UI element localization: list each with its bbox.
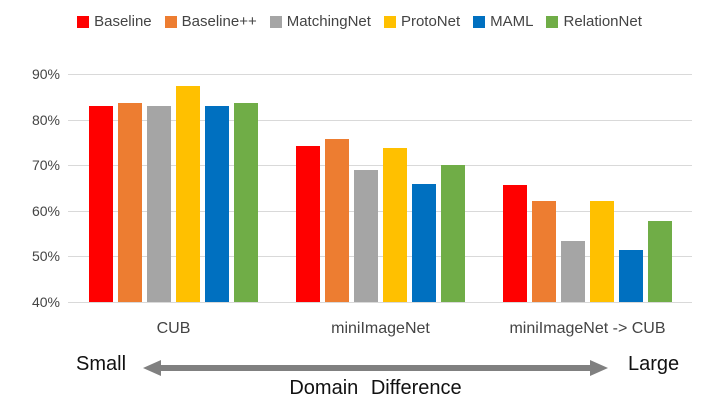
- arrow-shaft: [158, 365, 593, 371]
- bar-baseline: [296, 145, 320, 302]
- bar-group-2: [296, 74, 465, 302]
- large-annotation-label: Large: [628, 353, 680, 375]
- legend-swatch-icon: [383, 15, 396, 28]
- legend-label: MatchingNet: [286, 13, 371, 30]
- arrow-right-head-icon: [590, 360, 608, 376]
- bar-baselinepp: [118, 103, 142, 302]
- bar-protonet: [176, 85, 200, 302]
- legend-swatch-icon: [546, 15, 559, 28]
- bar-matchingnet: [561, 241, 585, 302]
- legend-item-baselinepp: Baseline++: [164, 13, 257, 30]
- gridline: [68, 119, 692, 121]
- small-annotation-label: Small: [76, 353, 127, 375]
- y-axis-tick-label: 50%: [31, 248, 60, 265]
- gridline: [68, 256, 692, 258]
- gridline: [68, 210, 692, 212]
- legend-label: ProtoNet: [400, 13, 461, 30]
- bar-maml: [412, 183, 436, 302]
- legend-label: MAML: [490, 13, 534, 30]
- legend-label: Baseline: [94, 13, 152, 30]
- legend-swatch-icon: [473, 15, 486, 28]
- bar-maml: [205, 106, 229, 302]
- bar-protonet: [590, 201, 614, 302]
- legend-swatch-icon: [269, 15, 282, 28]
- legend-label: RelationNet: [563, 13, 642, 30]
- legend-item-maml: MAML: [473, 13, 533, 30]
- chart-legend: Baseline Baseline++ MatchingNet ProtoNet MAM…: [0, 13, 719, 30]
- legend-item-relationnet: RelationNet: [546, 13, 642, 30]
- x-axis-category-label: miniImageNet: [331, 320, 430, 337]
- y-axis-tick-label: 70%: [31, 157, 60, 174]
- arrow-left-head-icon: [143, 360, 161, 376]
- bar-group-3: [503, 74, 672, 302]
- bar-protonet: [383, 148, 407, 302]
- legend-swatch-icon: [164, 15, 177, 28]
- y-axis-tick-label: 60%: [31, 202, 60, 219]
- y-axis-tick-label: 80%: [31, 111, 60, 128]
- y-axis-tick-labels: 90% 80% 70% 60% 50% 40%: [16, 66, 60, 310]
- bar-relationnet: [648, 221, 672, 302]
- x-axis-category-label: CUB: [156, 320, 191, 337]
- gridline: [68, 302, 692, 303]
- bar-relationnet: [234, 102, 258, 302]
- bar-baselinepp: [532, 201, 556, 302]
- gridline: [68, 165, 692, 167]
- y-axis-tick-label: 90%: [31, 66, 60, 82]
- plot-area: [68, 74, 692, 303]
- legend-item-protonet: ProtoNet: [383, 13, 461, 30]
- x-axis-category-label: miniImageNet -> CUB: [509, 320, 666, 337]
- bar-relationnet: [441, 165, 465, 302]
- legend-item-matchingnet: MatchingNet: [269, 13, 371, 30]
- gridline: [68, 74, 692, 75]
- bar-group-1: [89, 74, 258, 302]
- domain-difference-arrow-icon: [143, 360, 608, 377]
- bar-matchingnet: [147, 106, 171, 302]
- legend-swatch-icon: [77, 15, 90, 28]
- x-axis-title: Domain Difference: [289, 377, 462, 399]
- bar-maml: [619, 250, 643, 302]
- bar-baseline: [503, 185, 527, 302]
- bar-baseline: [89, 106, 113, 302]
- legend-item-baseline: Baseline: [77, 13, 152, 30]
- bar-matchingnet: [354, 170, 378, 302]
- y-axis-tick-label: 40%: [31, 294, 60, 310]
- x-axis-category-labels: CUB miniImageNet miniImageNet -> CUB: [68, 320, 692, 342]
- legend-label: Baseline++: [181, 13, 257, 30]
- bar-baselinepp: [325, 138, 349, 302]
